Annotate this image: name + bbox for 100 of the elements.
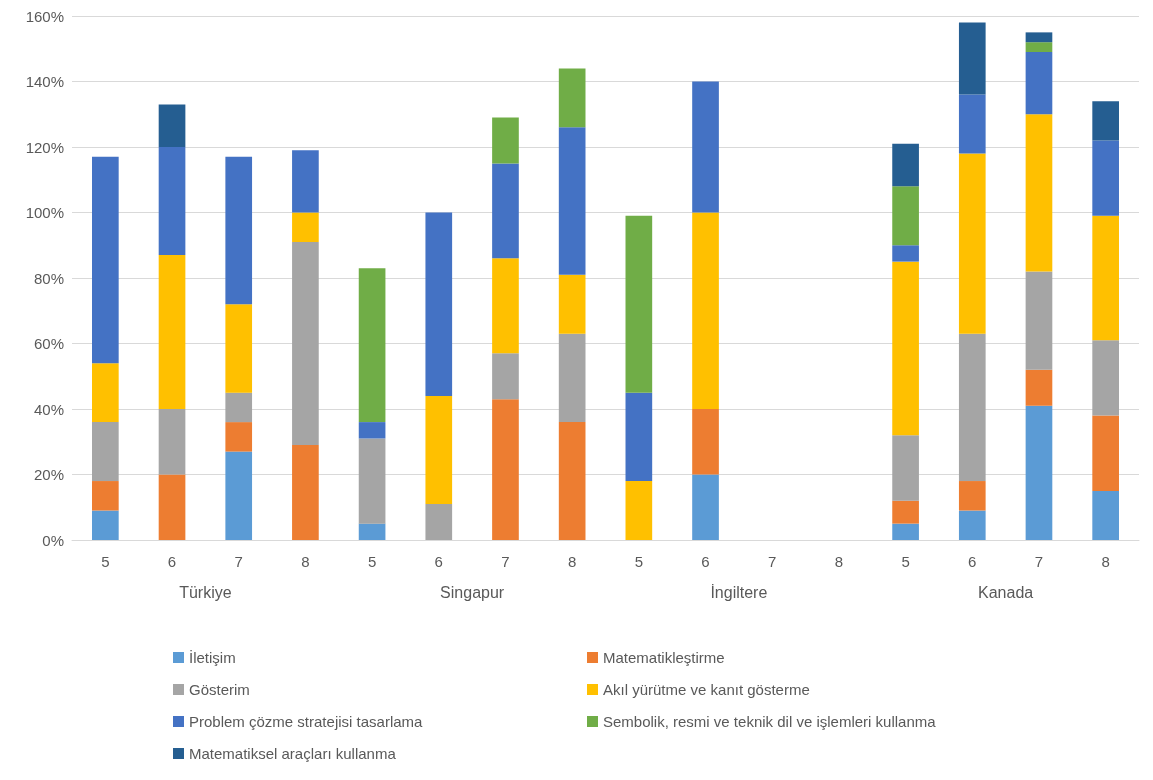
- legend-label: Matematiksel araçları kullanma: [189, 745, 397, 762]
- bar: [892, 245, 919, 262]
- bar: [425, 395, 453, 504]
- x-tick-label: 8: [1101, 553, 1110, 570]
- bar: [1025, 114, 1053, 272]
- x-tick-label: 8: [834, 553, 844, 570]
- legend-label: Gösterim: [189, 681, 250, 698]
- x-tick-label: 5: [634, 553, 644, 570]
- bar: [92, 156, 119, 364]
- y-tick-label: 100%: [25, 204, 64, 221]
- text: Singapur: [440, 583, 505, 601]
- y-tick-label: 160%: [25, 7, 64, 25]
- bar: [225, 422, 253, 452]
- bar: [92, 422, 119, 482]
- x-tick-label: 6: [434, 553, 443, 570]
- bar: [1025, 369, 1053, 406]
- bar: [292, 445, 319, 540]
- bar: [1092, 415, 1119, 491]
- bar: [492, 163, 519, 259]
- x-tick-label: 7: [768, 553, 777, 570]
- bar: [1092, 490, 1119, 540]
- bar: [892, 186, 919, 246]
- x-tick-label: 8: [301, 553, 310, 570]
- bar: [558, 422, 586, 540]
- bar: [158, 474, 186, 540]
- x-tick-label: 7: [1034, 553, 1044, 570]
- bar: [358, 422, 386, 439]
- bar: [892, 261, 919, 436]
- bar: [225, 451, 253, 540]
- bar: [692, 212, 719, 409]
- bar: [692, 474, 719, 540]
- y-tick-label: 60%: [33, 335, 64, 352]
- bar: [225, 392, 253, 423]
- x-tick-label: 6: [701, 553, 710, 570]
- bar: [492, 117, 519, 164]
- bar: [625, 215, 653, 393]
- bar: [892, 435, 919, 501]
- y-tick-label: 80%: [33, 269, 64, 287]
- bar: [958, 510, 986, 540]
- bar: [492, 399, 519, 540]
- x-tick-label: 5: [367, 553, 377, 570]
- bar: [1092, 101, 1119, 141]
- bar: [558, 127, 586, 275]
- bar: [1025, 32, 1053, 43]
- legend-label: Problem çözme stratejisi tasarlama: [189, 713, 424, 730]
- bar: [92, 481, 119, 511]
- bar: [692, 81, 719, 213]
- x-tick-label: 6: [167, 553, 177, 570]
- bar: [892, 523, 919, 540]
- bar: [558, 68, 586, 128]
- bar: [625, 392, 653, 482]
- bar: [558, 333, 586, 423]
- legend-label: Akıl yürütme ve kanıt gösterme: [603, 681, 810, 698]
- bar: [292, 212, 319, 242]
- bar: [892, 143, 919, 187]
- bar: [225, 304, 253, 393]
- bar: [492, 353, 519, 400]
- x-tick-label: 6: [968, 553, 977, 570]
- x-tick-label: 8: [567, 553, 577, 570]
- bar: [625, 481, 653, 540]
- bar: [1025, 405, 1053, 540]
- bar: [158, 255, 186, 409]
- y-tick-label: 120%: [25, 138, 64, 156]
- x-tick-label: 5: [901, 553, 910, 570]
- bar: [892, 500, 919, 524]
- bar: [958, 481, 986, 511]
- bar: [358, 268, 386, 423]
- y-tick-label: 140%: [25, 73, 64, 90]
- bar: [158, 409, 186, 475]
- x-tick-label: 5: [101, 553, 110, 570]
- bar: [1025, 271, 1053, 370]
- bar: [958, 153, 986, 334]
- bar: [1092, 140, 1119, 216]
- bar: [158, 104, 186, 147]
- bar: [492, 258, 519, 354]
- bar: [92, 363, 119, 423]
- legend-label: Sembolik, resmi ve teknik dil ve işlemleri kullanma: [603, 713, 937, 730]
- y-tick-label: 20%: [33, 466, 64, 483]
- bar: [958, 22, 986, 95]
- bar: [225, 156, 253, 305]
- bar: [958, 94, 986, 154]
- y-tick-label: 40%: [33, 400, 64, 418]
- bar: [1025, 42, 1053, 53]
- bar: [358, 523, 386, 540]
- text: İngiltere: [710, 582, 768, 601]
- bar: [425, 503, 453, 540]
- bar: [92, 510, 119, 540]
- x-tick-label: 7: [234, 553, 243, 570]
- bar: [692, 409, 719, 475]
- bar: [558, 274, 586, 334]
- bar: [292, 241, 319, 446]
- bar: [958, 333, 986, 482]
- bar: [358, 438, 386, 524]
- text: Kanada: [978, 583, 1034, 601]
- legend-label: Matematikleştirme: [603, 649, 725, 666]
- bar: [1092, 215, 1119, 341]
- bar: [292, 150, 319, 213]
- bar: [1025, 52, 1053, 115]
- legend-label: İletişim: [189, 649, 236, 666]
- bar: [1092, 340, 1119, 416]
